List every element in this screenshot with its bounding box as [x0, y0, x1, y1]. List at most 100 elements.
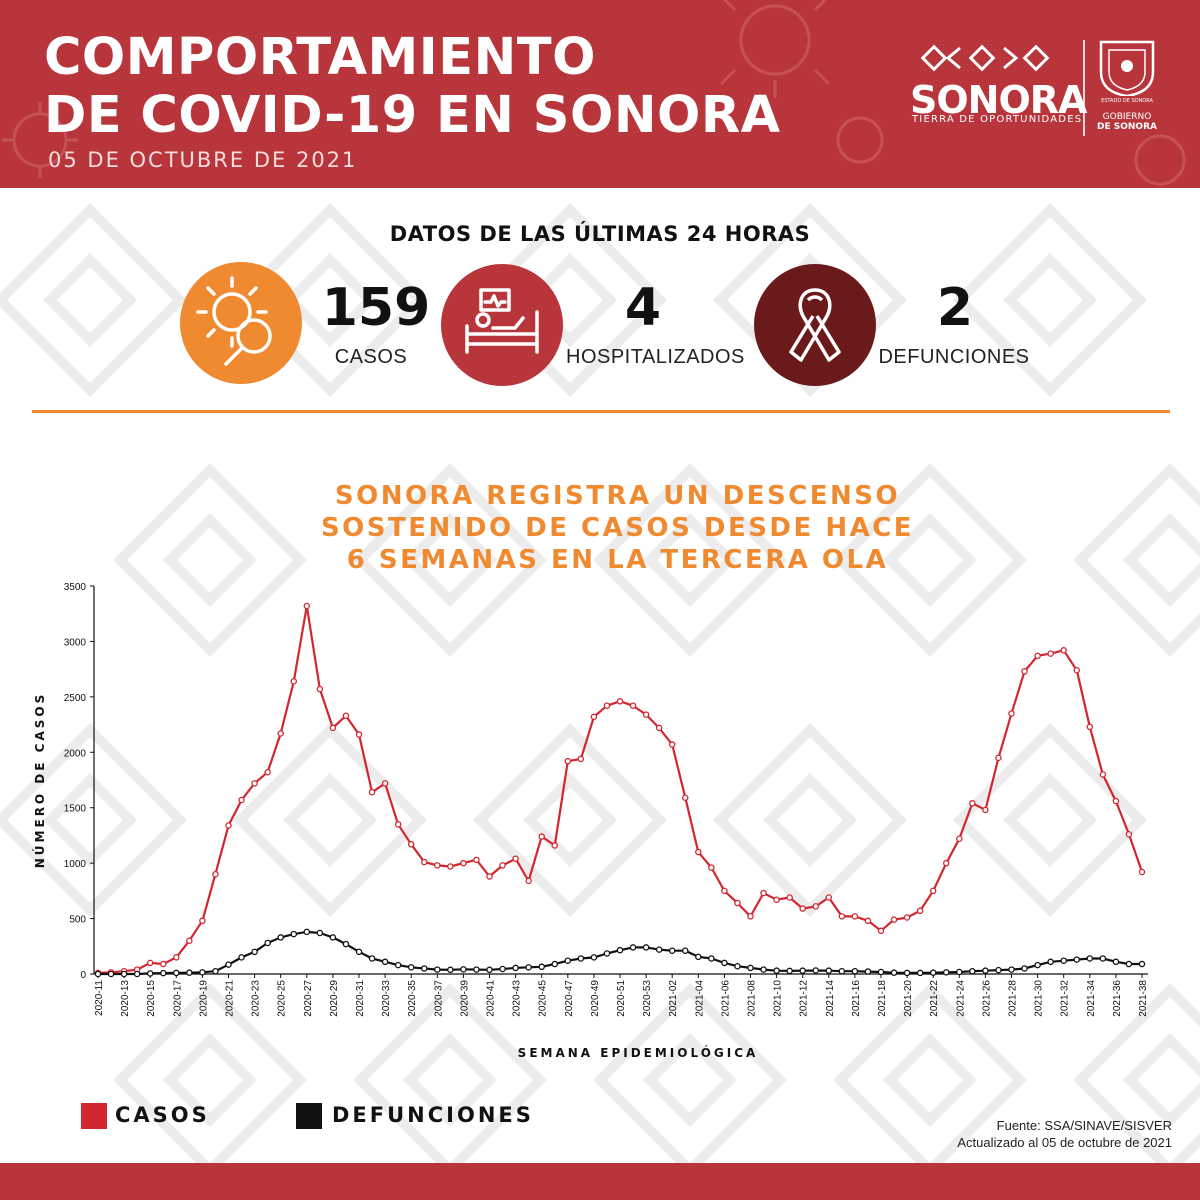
data-point-defunciones — [590, 954, 598, 961]
data-point-casos — [642, 711, 650, 718]
data-point-defunciones — [760, 966, 767, 973]
data-point-casos — [486, 873, 493, 880]
data-point-defunciones — [94, 970, 102, 978]
data-point-casos — [329, 724, 337, 732]
data-point-defunciones — [407, 964, 415, 971]
data-point-casos — [577, 755, 585, 763]
data-point-defunciones — [825, 967, 833, 974]
x-tick-label: 2021-32 — [1060, 980, 1071, 1017]
data-point-casos — [838, 913, 846, 920]
y-tick-label: 500 — [69, 915, 86, 926]
data-point-defunciones — [251, 948, 258, 956]
deaths-circle — [754, 264, 876, 386]
cases-circle — [180, 262, 302, 384]
data-point-defunciones — [956, 968, 963, 976]
data-point-defunciones — [721, 959, 728, 967]
data-point-defunciones — [734, 962, 741, 970]
x-tick-label: 2020-11 — [94, 980, 105, 1016]
data-point-defunciones — [668, 947, 676, 954]
data-point-casos — [564, 757, 572, 765]
government-label: GOBIERNO DE SONORA — [1097, 112, 1157, 132]
x-tick-label: 2020-33 — [381, 980, 392, 1017]
x-tick-label: 2021-26 — [981, 980, 992, 1017]
sonora-logo-wordmark: SONORA — [910, 78, 1087, 122]
data-point-defunciones — [107, 970, 115, 978]
data-point-casos — [590, 713, 598, 721]
source-line: Fuente: SSA/SINAVE/SISVER — [996, 1118, 1172, 1133]
data-point-defunciones — [943, 969, 950, 976]
deaths-value: 2 — [936, 278, 974, 338]
data-point-casos — [434, 862, 441, 869]
data-point-defunciones — [577, 955, 585, 962]
data-point-casos — [1112, 797, 1120, 805]
data-point-defunciones — [368, 955, 376, 962]
data-point-casos — [512, 855, 519, 862]
data-point-defunciones — [538, 963, 545, 971]
data-point-defunciones — [473, 966, 480, 973]
government-label-line1: GOBIERNO — [1102, 112, 1152, 122]
x-tick-label: 2021-38 — [1138, 980, 1149, 1017]
data-point-defunciones — [277, 934, 284, 941]
data-point-casos — [394, 821, 402, 828]
data-point-defunciones — [786, 967, 793, 975]
data-point-defunciones — [512, 964, 519, 972]
data-point-casos — [525, 877, 532, 885]
data-point-defunciones — [186, 969, 193, 976]
data-point-casos — [903, 914, 911, 921]
data-point-defunciones — [851, 967, 859, 975]
data-point-defunciones — [1021, 965, 1028, 972]
hospitalized-circle — [441, 264, 563, 386]
section-divider — [32, 410, 1170, 413]
x-tick-label: 2020-17 — [172, 980, 183, 1017]
hospitalized-label: HOSPITALIZADOS — [566, 346, 745, 368]
data-point-defunciones — [1099, 955, 1107, 962]
hospital-bed-icon — [465, 288, 539, 354]
legend-swatch-casos — [81, 1103, 107, 1129]
x-axis-title: SEMANA EPIDEMIOLÓGICA — [518, 1045, 759, 1060]
data-point-defunciones — [799, 967, 806, 974]
header-virus-pattern — [2, 0, 1186, 186]
data-point-defunciones — [838, 967, 846, 975]
data-point-casos — [1138, 868, 1146, 876]
cases-deaths-line-chart: 0 500 1000 1500 2000 2500 3000 3500 2020-11 2020-… — [32, 582, 1149, 1060]
x-tick-label: 2021-06 — [720, 980, 731, 1017]
x-tick-label: 2020-35 — [407, 980, 418, 1017]
data-point-defunciones — [173, 969, 180, 977]
x-tick-label: 2021-36 — [1112, 980, 1123, 1017]
source-note: Fuente: SSA/SINAVE/SISVER Actualizado al… — [957, 1117, 1172, 1151]
headline-line2: SOSTENIDO DE CASOS DESDE HACE — [320, 513, 915, 543]
data-point-defunciones — [642, 944, 650, 951]
data-point-casos — [1086, 723, 1094, 731]
data-point-casos — [773, 896, 780, 903]
x-tick-label: 2021-18 — [877, 980, 888, 1017]
data-point-defunciones — [420, 965, 428, 972]
data-point-defunciones — [982, 967, 989, 974]
data-point-defunciones — [342, 940, 350, 948]
data-point-casos — [186, 937, 193, 944]
hospitalized-value: 4 — [624, 278, 662, 338]
data-point-casos — [407, 841, 415, 848]
headline: SONORA REGISTRA UN DESCENSO SOSTENIDO DE… — [0, 480, 1200, 576]
updated-line: Actualizado al 05 de octubre de 2021 — [957, 1135, 1172, 1150]
data-point-casos — [1099, 771, 1107, 778]
x-tick-label: 2021-24 — [955, 980, 966, 1017]
data-point-casos — [499, 862, 506, 869]
header-banner: COMPORTAMIENTO DE COVID-19 EN SONORA 05 … — [0, 0, 1200, 188]
data-point-defunciones — [434, 966, 441, 973]
data-point-casos — [603, 702, 611, 709]
data-point-casos — [420, 858, 428, 866]
x-tick-label: 2020-51 — [616, 980, 627, 1017]
x-tick-label: 2020-47 — [564, 980, 575, 1017]
data-point-casos — [969, 800, 976, 807]
data-point-casos — [1047, 650, 1054, 657]
data-point-casos — [551, 842, 559, 849]
x-tick-label: 2020-23 — [251, 980, 262, 1017]
data-point-casos — [760, 889, 767, 897]
data-point-casos — [695, 848, 702, 856]
data-point-casos — [721, 887, 728, 895]
legend-label-defunciones: DEFUNCIONES — [332, 1103, 534, 1127]
x-tick-label: 2020-41 — [486, 980, 497, 1017]
data-point-defunciones — [290, 930, 297, 938]
data-point-defunciones — [1073, 956, 1081, 963]
x-tick-label: 2021-34 — [1086, 980, 1097, 1017]
